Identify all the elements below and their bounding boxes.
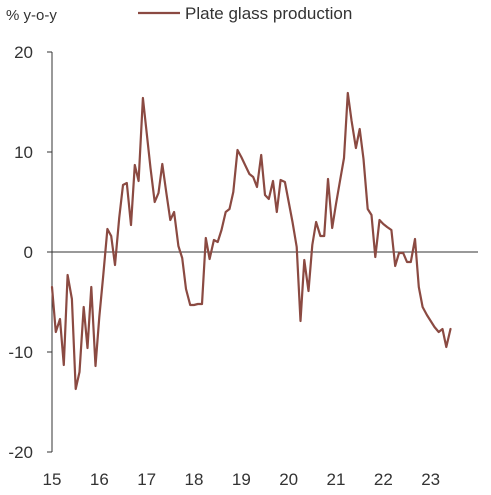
- legend-label: Plate glass production: [185, 4, 352, 23]
- y-tick-label: 20: [14, 43, 33, 62]
- x-tick-label: 18: [185, 470, 204, 489]
- x-tick-label: 16: [90, 470, 109, 489]
- y-tick-label: 10: [14, 143, 33, 162]
- y-tick-label: -20: [8, 443, 33, 462]
- y-tick-label: 0: [24, 243, 33, 262]
- x-tick-label: 21: [327, 470, 346, 489]
- x-tick-label: 22: [374, 470, 393, 489]
- x-tick-label: 20: [279, 470, 298, 489]
- y-tick-label: -10: [8, 343, 33, 362]
- legend: Plate glass production: [138, 4, 352, 23]
- x-tick-label: 17: [137, 470, 156, 489]
- x-tick-label: 19: [232, 470, 251, 489]
- x-axis-ticks: 15 16 17 18 19 20 21 22 23: [43, 470, 441, 489]
- series-layer: [50, 91, 452, 391]
- x-tick-label: 23: [421, 470, 440, 489]
- x-tick-label: 15: [43, 470, 62, 489]
- y-axis-ticks: 20 10 0 -10 -20: [8, 43, 52, 462]
- series-line: [50, 91, 452, 391]
- y-axis-unit-label: % y-o-y: [6, 7, 57, 24]
